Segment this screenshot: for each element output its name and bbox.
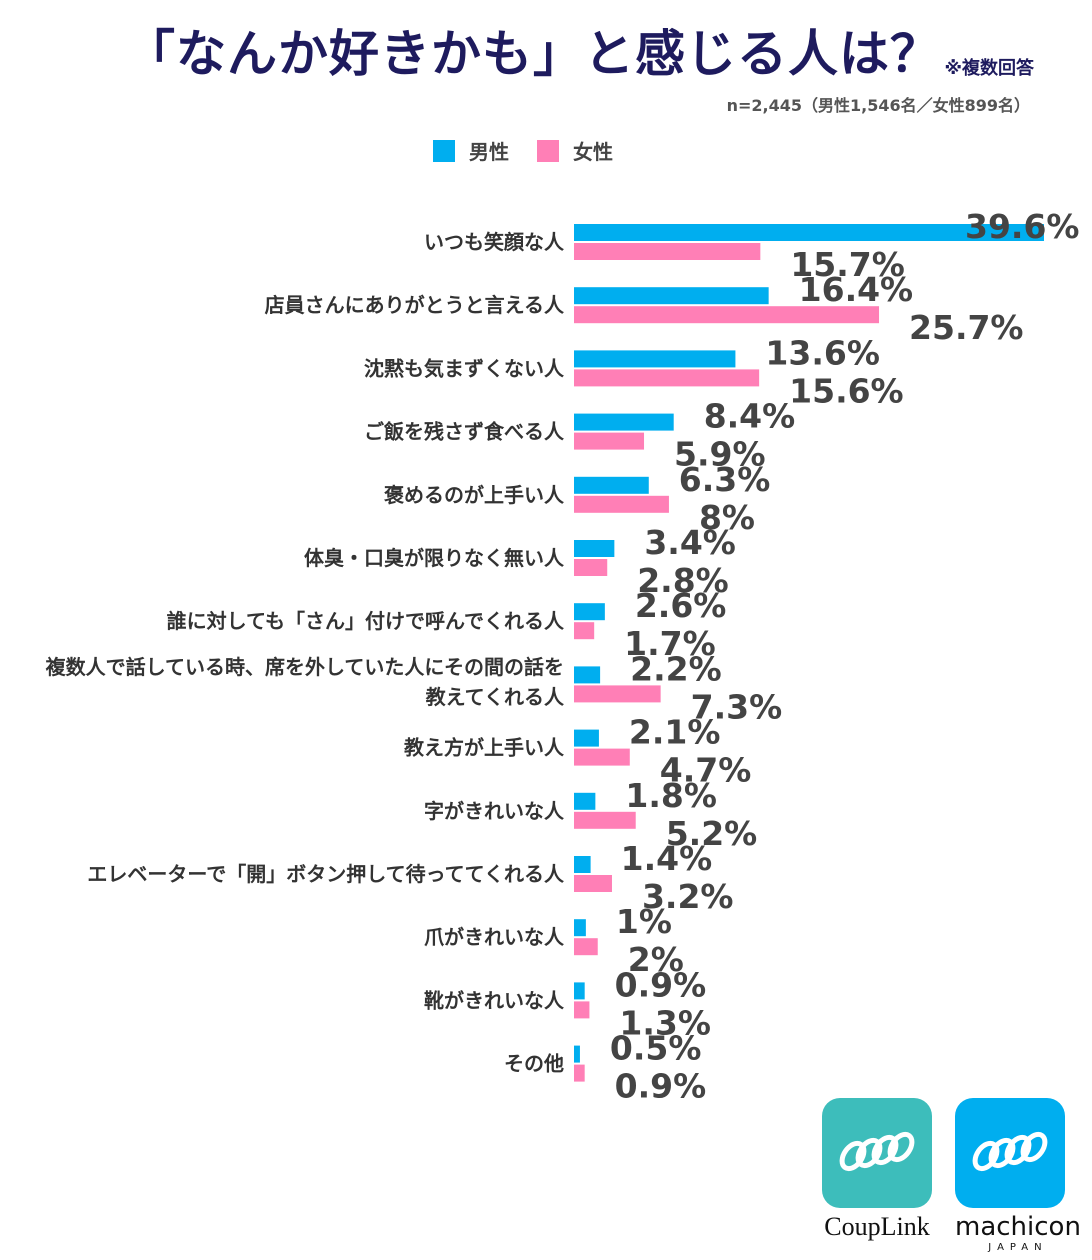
value-label-female: 15.6% xyxy=(789,371,904,410)
spring-coil-icon xyxy=(972,1131,1048,1172)
category-label: エレベーターで「開」ボタン押して待っててくれる人 xyxy=(87,862,565,886)
value-label-male: 0.5% xyxy=(610,1029,702,1068)
machicon-logo: machicon JAPAN xyxy=(955,1098,1081,1253)
spring-coil-icon xyxy=(839,1131,915,1172)
couplink-logo: CoupLink xyxy=(822,1098,932,1242)
value-label-female: 8% xyxy=(699,498,755,537)
category-label: 教え方が上手い人 xyxy=(404,736,565,760)
value-label-female: 15.7% xyxy=(790,245,905,284)
value-label-female: 5.2% xyxy=(666,814,758,853)
bar-female xyxy=(574,685,661,703)
bar-male xyxy=(574,982,585,1000)
bar-male xyxy=(574,476,649,494)
bar-female xyxy=(574,306,880,324)
value-label-female: 1.3% xyxy=(619,1003,711,1042)
value-label-female: 4.7% xyxy=(660,751,752,790)
bar-female xyxy=(574,875,612,892)
bar-male xyxy=(574,856,591,873)
couplink-logo-tile xyxy=(822,1098,932,1208)
value-label-female: 1.7% xyxy=(624,624,716,663)
value-label-male: 2.2% xyxy=(630,649,722,688)
sample-size-note: n=2,445（男性1,546名／女性899名） xyxy=(726,96,1030,115)
category-label: 爪がきれいな人 xyxy=(424,925,565,949)
category-label: 店員さんにありがとうと言える人 xyxy=(265,293,565,317)
bar-male xyxy=(574,729,599,747)
value-label-female: 25.7% xyxy=(909,308,1024,347)
value-label-male: 6.3% xyxy=(679,460,771,499)
legend-label-female: 女性 xyxy=(573,140,613,164)
value-label-female: 2% xyxy=(628,940,684,979)
bar-female xyxy=(574,495,669,513)
value-label-female: 2.8% xyxy=(637,561,729,600)
category-label: 沈黙も気まずくない人 xyxy=(364,356,565,380)
value-label-female: 5.9% xyxy=(674,435,766,474)
category-label: 靴がきれいな人 xyxy=(424,988,565,1012)
multiple-answer-note: ※複数回答 xyxy=(944,58,1035,79)
value-label-male: 2.6% xyxy=(635,586,727,625)
value-label-female: 3.2% xyxy=(642,877,734,916)
category-label: いつも笑顔な人 xyxy=(424,230,565,254)
category-label: 字がきれいな人 xyxy=(424,799,565,823)
bar-male xyxy=(574,287,769,305)
bar-female xyxy=(574,748,630,766)
couplink-logo-name: CoupLink xyxy=(824,1212,930,1241)
bar-male xyxy=(574,919,586,937)
bar-female xyxy=(574,369,760,387)
category-label: 体臭・口臭が限りなく無い人 xyxy=(304,546,565,570)
bar-female xyxy=(574,559,608,576)
value-label-male: 3.4% xyxy=(644,523,736,562)
legend-swatch-female xyxy=(537,139,559,162)
bar-male xyxy=(574,792,596,810)
category-label: ご飯を残さず食べる人 xyxy=(364,420,565,444)
bar-male xyxy=(574,413,674,431)
machicon-logo-tile xyxy=(955,1098,1065,1208)
bar-male xyxy=(574,666,601,684)
category-label: 褒めるのが上手い人 xyxy=(383,483,565,507)
value-label-male: 0.9% xyxy=(615,965,707,1004)
chart-legend: 男性 女性 xyxy=(433,136,613,165)
value-label-male: 1.8% xyxy=(625,776,717,815)
legend-swatch-male xyxy=(433,139,455,162)
category-label: 複数人で話している時、席を外していた人にその間の話を xyxy=(46,655,564,679)
legend-item-male: 男性 xyxy=(433,136,509,165)
value-label-male: 39.6% xyxy=(965,207,1080,246)
machicon-logo-sub: JAPAN xyxy=(988,1242,1048,1253)
value-label-female: 0.9% xyxy=(615,1067,707,1100)
category-label: その他 xyxy=(504,1052,564,1076)
bar-female xyxy=(574,622,595,640)
value-label-male: 16.4% xyxy=(799,270,914,309)
bar-male xyxy=(574,603,605,621)
value-label-male: 1% xyxy=(616,902,672,941)
chart-title: 「なんか好きかも」と感じる人は？ xyxy=(125,25,941,83)
bar-female xyxy=(574,243,761,260)
bar-female xyxy=(574,938,598,956)
value-label-female: 7.3% xyxy=(691,687,783,726)
value-label-male: 1.4% xyxy=(621,839,713,878)
category-label: 教えてくれる人 xyxy=(426,685,565,709)
legend-label-male: 男性 xyxy=(469,140,509,164)
bar-female xyxy=(574,811,636,829)
bar-male xyxy=(574,350,736,368)
bar-chart: いつも笑顔な人 39.6% 15.7% 店員さんにありがとうと言える人 16.4%25.… xyxy=(46,207,1080,1100)
bar-male xyxy=(574,540,615,557)
bar-female xyxy=(574,1001,590,1019)
value-label-male: 13.6% xyxy=(765,333,880,372)
bar-male xyxy=(574,1045,580,1063)
category-label: 誰に対しても「さん」付けで呼んでくれる人 xyxy=(167,609,565,633)
bar-male xyxy=(574,224,1044,241)
value-label-male: 8.4% xyxy=(704,397,796,436)
legend-item-female: 女性 xyxy=(537,136,613,165)
bar-female xyxy=(574,1064,585,1082)
machicon-logo-name: machicon xyxy=(955,1212,1081,1242)
bar-female xyxy=(574,432,645,450)
value-label-male: 2.1% xyxy=(629,713,721,752)
